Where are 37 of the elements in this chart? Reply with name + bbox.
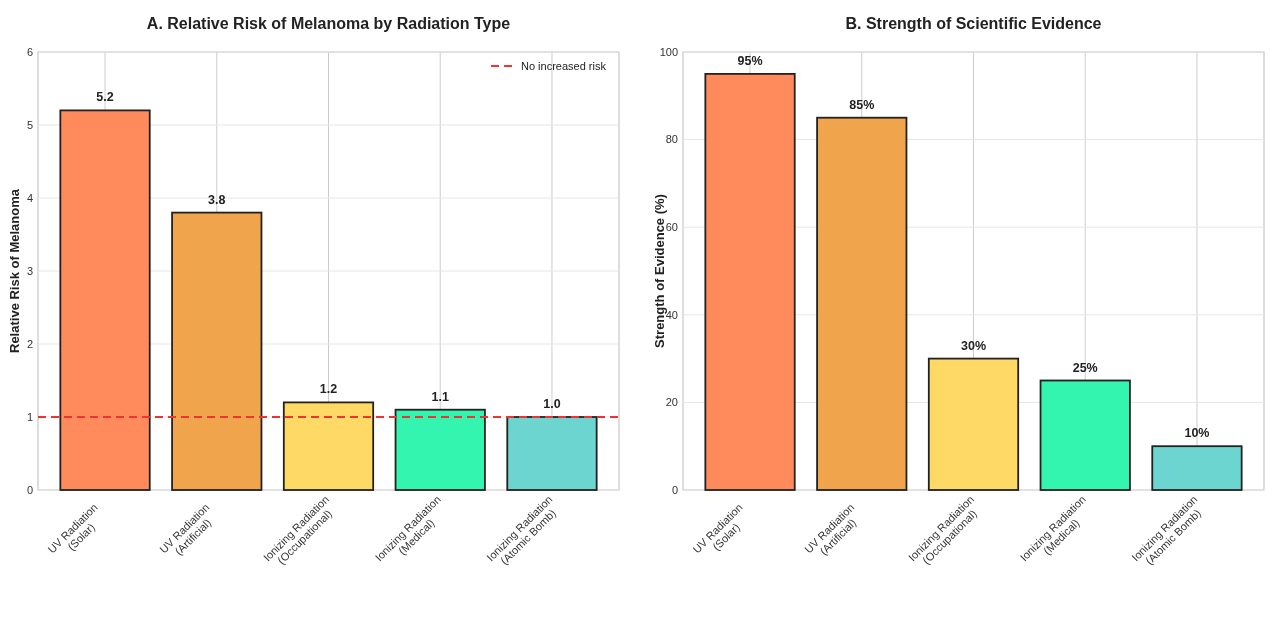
data-label: 5.2 bbox=[96, 90, 114, 105]
y-tick-label: 4 bbox=[26, 191, 33, 204]
legend-label: No increased risk bbox=[521, 59, 607, 72]
data-label: 1.1 bbox=[431, 389, 449, 404]
data-label: 10% bbox=[1184, 426, 1210, 441]
bar bbox=[506, 416, 598, 491]
y-axis-title: Strength of Evidence (%) bbox=[652, 194, 667, 348]
y-tick-label: 5 bbox=[26, 118, 33, 131]
y-tick-label: 3 bbox=[26, 264, 33, 277]
bar bbox=[927, 357, 1020, 491]
data-label: 85% bbox=[849, 97, 875, 112]
bar bbox=[1151, 445, 1243, 491]
y-tick-label: 100 bbox=[659, 45, 678, 58]
data-label: 25% bbox=[1072, 360, 1098, 375]
y-tick-label: 60 bbox=[665, 221, 678, 234]
bar bbox=[1039, 379, 1131, 491]
data-label: 95% bbox=[737, 53, 763, 68]
bar bbox=[59, 109, 151, 491]
y-tick-label: 6 bbox=[26, 45, 33, 58]
data-label: 30% bbox=[960, 338, 987, 353]
y-tick-label: 20 bbox=[665, 396, 678, 409]
data-label: 3.8 bbox=[208, 192, 226, 207]
chart-title: A. Relative Risk of Melanoma by Radiation Type bbox=[146, 15, 511, 32]
y-tick-label: 0 bbox=[671, 483, 678, 496]
y-tick-label: 80 bbox=[665, 133, 678, 146]
bar bbox=[704, 73, 796, 491]
bar bbox=[171, 211, 263, 491]
chart-title: B. Strength of Scientific Evidence bbox=[845, 15, 1102, 32]
bar bbox=[816, 116, 908, 491]
y-tick-label: 0 bbox=[26, 483, 33, 496]
y-tick-label: 1 bbox=[26, 410, 33, 423]
bar bbox=[282, 401, 375, 491]
data-label: 1.0 bbox=[543, 397, 561, 411]
data-label: 1.2 bbox=[319, 382, 338, 397]
y-tick-label: 2 bbox=[26, 337, 33, 350]
bar bbox=[394, 408, 486, 491]
y-axis-title: Relative Risk of Melanoma bbox=[7, 188, 22, 353]
